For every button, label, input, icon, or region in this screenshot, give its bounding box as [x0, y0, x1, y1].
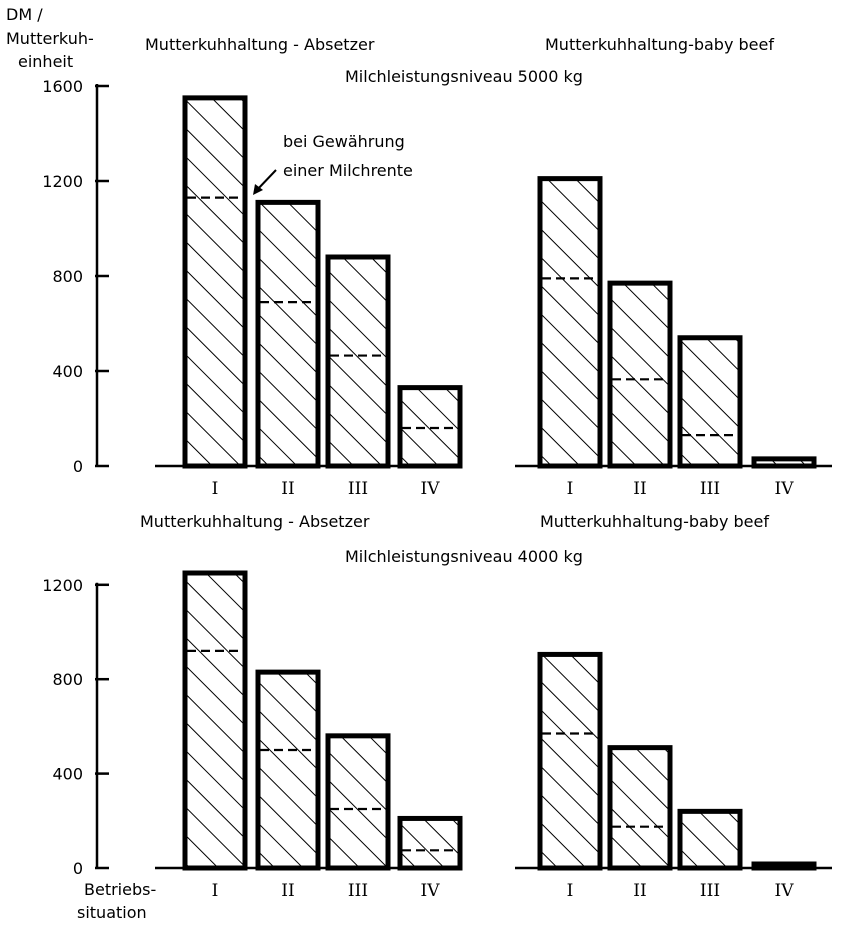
annotation-arrow-head — [253, 184, 263, 195]
bar-top-left-IV — [397, 385, 463, 469]
panel-bottom-right: I II III IV — [537, 651, 817, 901]
panel-title-top-left: Mutterkuhhaltung - Absetzer — [145, 35, 375, 54]
bar-top-right-III — [677, 335, 743, 469]
y-tick-label-1600: 1600 — [42, 77, 83, 96]
panel-title-bottom-left: Mutterkuhhaltung - Absetzer — [140, 512, 370, 531]
annotation-line2: einer Milchrente — [283, 161, 413, 180]
bar-bottom-right-IV — [751, 861, 817, 871]
panel-title-bottom-right: Mutterkuhhaltung-baby beef — [540, 512, 769, 531]
annotation-line1: bei Gewährung — [283, 132, 405, 151]
bar-bottom-right-III — [677, 808, 743, 871]
bar-bottom-left-I — [182, 570, 248, 871]
category-label-bottom-left-III: III — [348, 881, 368, 901]
panel-top-left: I II III IV — [182, 95, 463, 499]
category-label-top-left-IV: IV — [421, 479, 441, 499]
x-axis-label-line1: Betriebs- — [84, 880, 156, 899]
category-label-bottom-right-I: I — [567, 881, 574, 901]
bar-top-right-II — [607, 280, 673, 469]
category-label-bottom-right-III: III — [700, 881, 720, 901]
y-tick-label-800: 800 — [52, 670, 83, 689]
bar-top-right-IV — [751, 456, 817, 469]
bar-top-left-III — [325, 254, 391, 469]
y-tick-label-400: 400 — [52, 765, 83, 784]
category-label-top-right-IV: IV — [775, 479, 795, 499]
category-label-top-left-II: II — [281, 479, 294, 499]
panel-title-top-right: Mutterkuhhaltung-baby beef — [545, 35, 774, 54]
y-tick-label-0: 0 — [73, 457, 83, 476]
y-tick-label-400: 400 — [52, 362, 83, 381]
upper-group-caption: Milchleistungsniveau 5000 kg — [345, 67, 583, 86]
bar-top-left-I — [182, 95, 248, 469]
lower-group-caption: Milchleistungsniveau 4000 kg — [345, 547, 583, 566]
x-axis-label-line2: situation — [77, 903, 147, 922]
y-axis-upper: 0 400 800 1200 1600 — [42, 77, 109, 476]
panel-top-right: I II III IV — [537, 176, 817, 499]
category-label-top-left-I: I — [212, 479, 219, 499]
y-unit-label-line1: DM / — [6, 5, 43, 24]
panel-bottom-left: I II III IV — [182, 570, 463, 901]
y-unit-label-line3: einheit — [18, 52, 73, 71]
bar-bottom-left-II — [255, 669, 321, 871]
y-tick-label-0: 0 — [73, 859, 83, 878]
y-tick-label-1200: 1200 — [42, 172, 83, 191]
category-label-top-right-II: II — [633, 479, 646, 499]
bar-bottom-right-I — [537, 651, 603, 871]
category-label-top-right-III: III — [700, 479, 720, 499]
category-label-bottom-right-II: II — [633, 881, 646, 901]
category-label-bottom-right-IV: IV — [775, 881, 795, 901]
bar-bottom-left-IV — [397, 815, 463, 871]
bar-bottom-left-III — [325, 733, 391, 871]
y-tick-label-800: 800 — [52, 267, 83, 286]
category-label-bottom-left-IV: IV — [421, 881, 441, 901]
category-label-bottom-left-I: I — [212, 881, 219, 901]
category-label-bottom-left-II: II — [281, 881, 294, 901]
y-unit-label-line2: Mutterkuh- — [6, 29, 94, 48]
y-tick-label-1200: 1200 — [42, 576, 83, 595]
bar-top-right-I — [537, 176, 603, 469]
category-label-top-left-III: III — [348, 479, 368, 499]
bar-top-left-II — [255, 199, 321, 469]
category-label-top-right-I: I — [567, 479, 574, 499]
bar-bottom-right-II — [607, 745, 673, 871]
y-axis-lower: 0 400 800 1200 — [42, 576, 109, 878]
